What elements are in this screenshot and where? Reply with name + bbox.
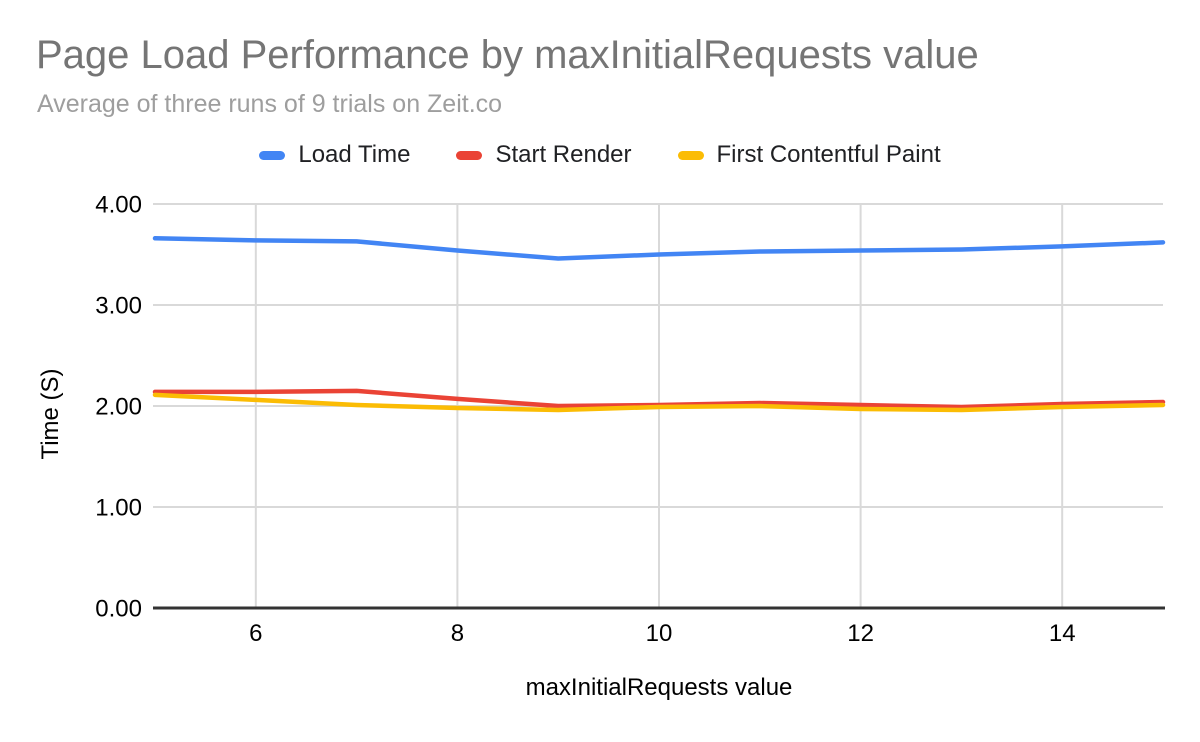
legend-label: Start Render xyxy=(495,141,632,168)
chart-title: Page Load Performance by maxInitialReque… xyxy=(36,33,979,77)
x-tick-label-14: 14 xyxy=(1049,620,1076,647)
y-axis-title: Time (S) xyxy=(37,368,64,460)
chart-legend: Load Time Start Render First Contentful Pa… xyxy=(0,141,1200,169)
y-tick-label-3.00: 3.00 xyxy=(95,293,142,320)
legend-swatch-icon xyxy=(456,150,483,160)
legend-label: First Contentful Paint xyxy=(716,141,941,168)
x-tick-label-8: 8 xyxy=(451,620,464,647)
legend-swatch-icon xyxy=(259,150,286,160)
legend-label: Load Time xyxy=(298,141,411,168)
legend-item-start-render: Start Render xyxy=(456,141,632,169)
y-tick-label-4.00: 4.00 xyxy=(95,192,142,219)
legend-item-first-contentful-paint: First Contentful Paint xyxy=(677,141,941,169)
y-tick-label-2.00: 2.00 xyxy=(95,394,142,421)
x-axis-title: maxInitialRequests value xyxy=(525,674,793,701)
legend-swatch-icon xyxy=(677,150,704,160)
x-tick-label-10: 10 xyxy=(646,620,673,647)
legend-item-load-time: Load Time xyxy=(259,141,410,169)
y-tick-label-1.00: 1.00 xyxy=(95,495,142,522)
series-line-load-time xyxy=(152,236,1166,261)
x-tick-label-12: 12 xyxy=(847,620,874,647)
y-tick-label-0.00: 0.00 xyxy=(95,596,142,623)
series-line-first-contentful-paint xyxy=(152,392,1166,413)
chart-subtitle: Average of three runs of 9 trials on Zei… xyxy=(37,90,503,118)
x-tick-label-6: 6 xyxy=(249,620,262,647)
